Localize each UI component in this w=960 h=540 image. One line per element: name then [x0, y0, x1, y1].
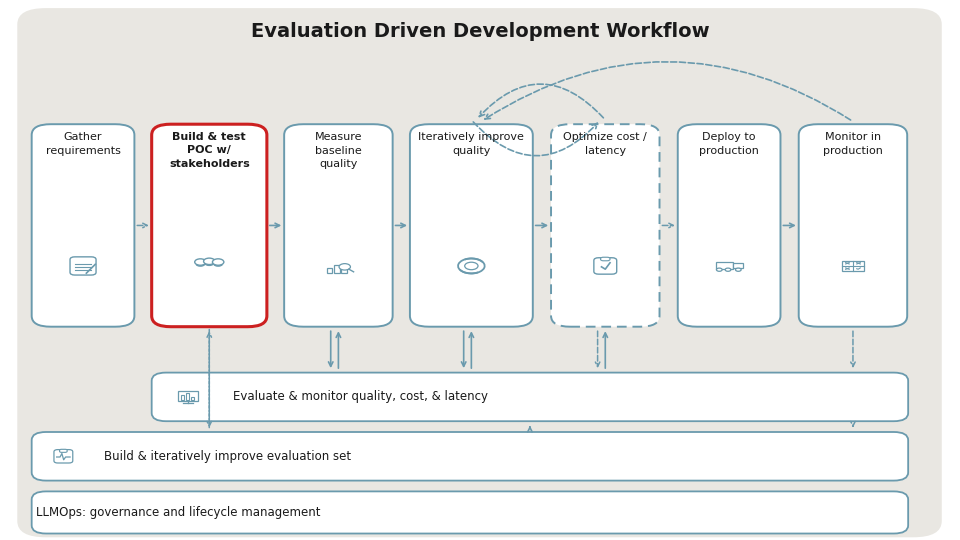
Circle shape: [339, 264, 350, 270]
Bar: [334, 265, 340, 273]
FancyBboxPatch shape: [594, 258, 616, 274]
Circle shape: [465, 262, 478, 269]
FancyBboxPatch shape: [54, 450, 73, 463]
FancyBboxPatch shape: [410, 124, 533, 327]
Circle shape: [735, 268, 741, 271]
Text: Measure
baseline
quality: Measure baseline quality: [315, 132, 362, 168]
Bar: [716, 262, 733, 268]
Bar: [178, 391, 198, 401]
FancyBboxPatch shape: [152, 373, 908, 421]
Bar: [326, 268, 332, 273]
Text: Iteratively improve
quality: Iteratively improve quality: [419, 132, 524, 156]
Text: Build & iteratively improve evaluation set: Build & iteratively improve evaluation s…: [104, 450, 350, 463]
FancyBboxPatch shape: [32, 124, 134, 327]
FancyBboxPatch shape: [284, 124, 393, 327]
FancyBboxPatch shape: [152, 124, 267, 327]
Circle shape: [725, 268, 731, 271]
Text: Deploy to
production: Deploy to production: [699, 132, 759, 156]
Circle shape: [212, 259, 224, 265]
Text: LLMOps: governance and lifecycle management: LLMOps: governance and lifecycle managem…: [36, 506, 321, 519]
Bar: [180, 395, 183, 400]
FancyBboxPatch shape: [601, 257, 610, 261]
Text: Optimize cost /
latency: Optimize cost / latency: [564, 132, 647, 156]
FancyBboxPatch shape: [60, 449, 67, 453]
Bar: [842, 261, 864, 271]
Circle shape: [716, 268, 722, 271]
Text: Evaluate & monitor quality, cost, & latency: Evaluate & monitor quality, cost, & late…: [233, 390, 489, 403]
Text: Monitor in
production: Monitor in production: [823, 132, 883, 156]
FancyBboxPatch shape: [32, 432, 908, 481]
Bar: [341, 267, 347, 273]
FancyBboxPatch shape: [17, 8, 942, 537]
Circle shape: [204, 258, 215, 265]
Text: Build & test
POC w/
stakeholders: Build & test POC w/ stakeholders: [169, 132, 250, 168]
Bar: [733, 262, 743, 268]
FancyBboxPatch shape: [551, 124, 660, 327]
FancyBboxPatch shape: [678, 124, 780, 327]
FancyBboxPatch shape: [70, 257, 96, 275]
FancyBboxPatch shape: [32, 491, 908, 534]
FancyBboxPatch shape: [799, 124, 907, 327]
Bar: [185, 393, 188, 400]
Bar: [191, 397, 194, 400]
Text: Evaluation Driven Development Workflow: Evaluation Driven Development Workflow: [251, 22, 709, 40]
Text: Gather
requirements: Gather requirements: [46, 132, 120, 156]
Circle shape: [195, 259, 206, 265]
